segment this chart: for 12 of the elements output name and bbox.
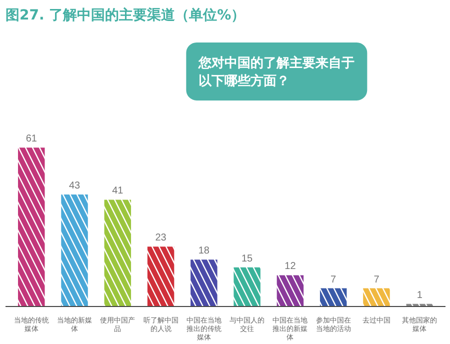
data-label: 7 — [374, 274, 380, 286]
chart-title: 图27. 了解中国的主要渠道（单位%） — [6, 6, 246, 24]
text: 您对中国的了解主要来自于以下哪些方面？ — [198, 54, 355, 88]
data-label: 15 — [242, 253, 254, 264]
data-label: 12 — [284, 261, 296, 272]
data-label: 1 — [416, 290, 423, 301]
data-label: 41 — [112, 186, 124, 197]
data-label: 61 — [26, 134, 38, 145]
data-label: 23 — [155, 232, 167, 244]
data-label: 18 — [198, 246, 210, 257]
data-label: 7 — [330, 274, 337, 286]
data-label: 43 — [68, 180, 81, 192]
